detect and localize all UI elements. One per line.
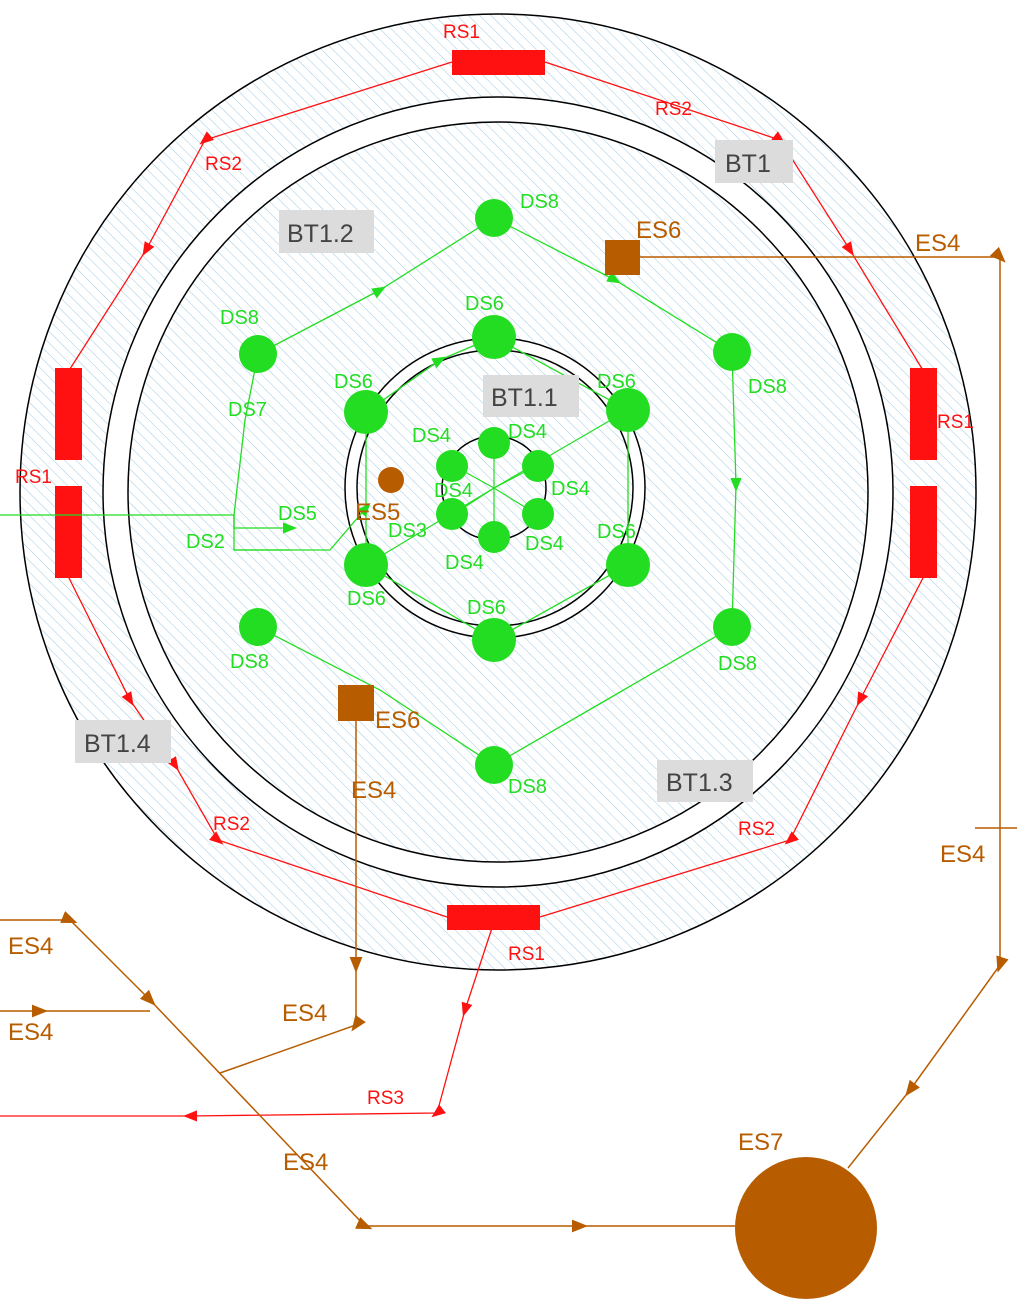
ds4-node-sw <box>436 498 468 530</box>
label-es4-right: ES4 <box>940 841 985 868</box>
tag-bt1-3: BT1.3 <box>666 769 733 797</box>
label-ds2: DS2 <box>186 531 225 553</box>
label-ds3: DS3 <box>388 520 427 542</box>
es5-node <box>378 467 404 493</box>
es6-unit-top <box>605 240 640 275</box>
rs2-top-right-line <box>544 61 925 373</box>
es4-top-right-line <box>640 246 1009 1169</box>
ds6-node-lower-right <box>606 543 650 587</box>
label-rs2-bottom-left: RS2 <box>213 814 250 835</box>
return-labels: RS1 RS2 RS2 RS1 RS1 RS2 RS2 RS1 RS3 <box>15 22 974 1109</box>
ds6-node-bottom <box>472 618 516 662</box>
area-tags: BT1 BT1.2 BT1.1 BT1.3 BT1.4 <box>75 140 793 802</box>
ds8-loop-right <box>730 351 742 628</box>
label-ds8-bottom: DS8 <box>508 776 547 798</box>
label-es4-top-right: ES4 <box>915 230 960 257</box>
es6-unit-bottom <box>338 685 374 721</box>
ds8-node-bottom <box>475 746 513 784</box>
ds4-node-ne <box>522 450 554 482</box>
ds6-node-upper-left <box>344 390 388 434</box>
label-es7: ES7 <box>738 1129 783 1156</box>
ds6-node-lower-left <box>344 543 388 587</box>
rs2-top-left-line <box>67 61 453 373</box>
label-ds6-lower-left: DS6 <box>347 588 386 610</box>
rs1-top-unit <box>452 50 545 75</box>
ds4-node-s <box>478 521 510 553</box>
label-rs2-top-left: RS2 <box>205 154 242 175</box>
external-labels: ES6 ES6 ES5 ES4 ES4 ES4 ES4 ES4 ES4 ES4 … <box>8 217 985 1176</box>
label-rs3: RS3 <box>367 1088 404 1109</box>
ds8-node-top <box>475 199 513 237</box>
ds8-node-lower-left <box>239 608 277 646</box>
ds5-feed-line <box>0 514 297 534</box>
label-ds4-a: DS4 <box>412 425 451 447</box>
label-ds8-lower-right: DS8 <box>718 653 757 675</box>
label-ds6-lower-right: DS6 <box>597 521 636 543</box>
ds6-node-upper-right <box>606 388 650 432</box>
label-es4-bottom: ES4 <box>283 1149 328 1176</box>
label-ds6-upper-left: DS6 <box>334 371 373 393</box>
label-ds6-top: DS6 <box>465 293 504 315</box>
rs2-bottom-right-line <box>539 575 925 918</box>
label-rs1-top: RS1 <box>443 22 480 43</box>
label-es6-top: ES6 <box>636 217 681 244</box>
ds2-feed-line <box>234 502 371 551</box>
label-ds8-lower-left: DS8 <box>230 651 269 673</box>
label-ds8-upper-right: DS8 <box>748 376 787 398</box>
label-ds4-d: DS4 <box>551 478 590 500</box>
distribution-labels: DS8 DS8 DS8 DS8 DS8 DS8 DS7 DS6 DS6 DS6 … <box>186 191 787 798</box>
distribution-network <box>0 199 751 784</box>
ds6-loop <box>362 331 637 646</box>
ds8-node-upper-right <box>713 333 751 371</box>
ring-structure <box>19 13 977 971</box>
label-ds8-upper-left: DS8 <box>220 307 259 329</box>
ds8-node-lower-right <box>713 608 751 646</box>
label-ds5: DS5 <box>278 503 317 525</box>
tag-bt1-1: BT1.1 <box>491 384 558 412</box>
rs1-left-upper-unit <box>55 368 82 460</box>
es4-diagonal-line <box>0 911 735 1233</box>
label-rs1-left: RS1 <box>15 467 52 488</box>
label-ds4-c: DS4 <box>434 480 473 502</box>
ds4-node-nw <box>436 450 468 482</box>
label-es4-left-upper: ES4 <box>8 933 53 960</box>
tag-bt1-2: BT1.2 <box>287 220 354 248</box>
label-ds6-bottom: DS6 <box>467 597 506 619</box>
label-es4-mid: ES4 <box>282 1000 327 1027</box>
label-ds4-e: DS4 <box>525 533 564 555</box>
tag-bt1-4: BT1.4 <box>84 730 151 758</box>
label-rs1-right: RS1 <box>937 412 974 433</box>
rs1-left-lower-unit <box>55 486 82 578</box>
label-es4-left-lower: ES4 <box>8 1019 53 1046</box>
label-ds7: DS7 <box>228 399 267 421</box>
ds6-node-top <box>472 315 516 359</box>
tag-bt1: BT1 <box>725 150 771 178</box>
external-network <box>0 240 1017 1299</box>
label-ds6-upper-right: DS6 <box>597 371 636 393</box>
ds4-node-se <box>522 498 554 530</box>
rs1-bottom-unit <box>447 905 540 930</box>
label-rs2-top-right: RS2 <box>655 99 692 120</box>
rs2-bottom-left-line <box>67 575 448 918</box>
ds8-node-upper-left <box>239 335 277 373</box>
ds4-node-n <box>478 427 510 459</box>
label-rs1-bottom: RS1 <box>508 944 545 965</box>
label-es5: ES5 <box>355 499 400 526</box>
label-ds4-f: DS4 <box>445 552 484 574</box>
label-rs2-bottom-right: RS2 <box>738 819 775 840</box>
rs1-right-upper-unit <box>910 368 937 460</box>
label-ds4-b: DS4 <box>508 421 547 443</box>
rs1-right-lower-unit <box>910 486 937 578</box>
label-es4-center: ES4 <box>351 777 396 804</box>
es7-node <box>735 1157 877 1299</box>
label-ds8-top: DS8 <box>520 191 559 213</box>
label-es6-bottom: ES6 <box>375 707 420 734</box>
